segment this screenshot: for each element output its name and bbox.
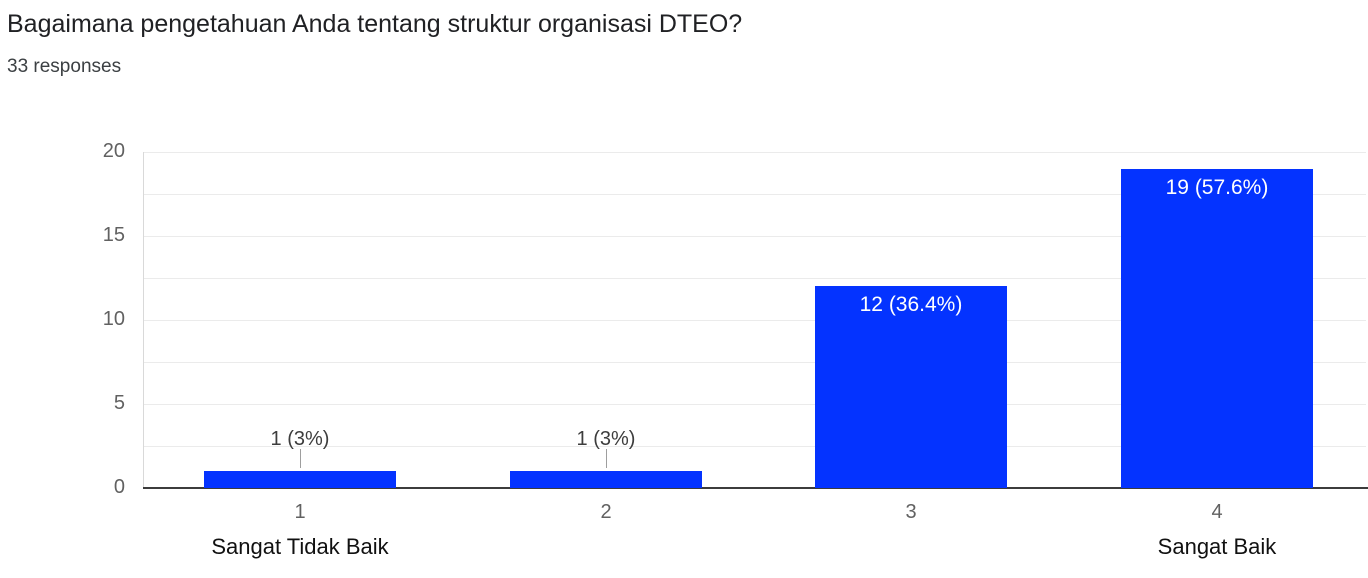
bar-value-label: 1 (3%) xyxy=(270,428,330,450)
gridline xyxy=(143,446,1366,447)
gridline xyxy=(143,194,1366,195)
label-connector-line xyxy=(300,449,301,468)
question-title: Bagaimana pengetahuan Anda tentang struk… xyxy=(7,10,743,38)
gridline xyxy=(143,320,1366,321)
gridline xyxy=(143,362,1366,363)
bar-value-label: 19 (57.6%) xyxy=(1165,176,1269,199)
x-axis-baseline xyxy=(143,487,1368,489)
bar-value-label: 1 (3%) xyxy=(576,428,636,450)
responses-count: 33 responses xyxy=(7,56,122,77)
y-axis-tick-label: 20 xyxy=(102,140,125,163)
x-axis-tick-label: 3 xyxy=(905,501,917,523)
y-axis-tick-label: 10 xyxy=(102,308,125,331)
x-axis-tick-label: 4 xyxy=(1211,501,1223,523)
y-axis-line xyxy=(143,152,144,488)
gridline xyxy=(143,152,1366,153)
x-axis-tick-label: 2 xyxy=(600,501,612,523)
y-axis-tick-label: 15 xyxy=(102,224,125,247)
label-connector-line xyxy=(606,449,607,468)
x-axis-category-label: Sangat Tidak Baik xyxy=(211,534,389,559)
gridline xyxy=(143,278,1366,279)
bar[interactable] xyxy=(815,286,1007,488)
x-axis-category-label: Sangat Baik xyxy=(1157,534,1277,559)
y-axis-tick-label: 5 xyxy=(113,392,125,415)
bar[interactable] xyxy=(510,471,702,488)
bar[interactable] xyxy=(204,471,396,488)
bar[interactable] xyxy=(1121,169,1313,488)
bar-value-label: 12 (36.4%) xyxy=(859,293,963,316)
x-axis-tick-label: 1 xyxy=(294,501,306,523)
gridline xyxy=(143,236,1366,237)
gridline xyxy=(143,404,1366,405)
y-axis-tick-label: 0 xyxy=(113,476,125,499)
